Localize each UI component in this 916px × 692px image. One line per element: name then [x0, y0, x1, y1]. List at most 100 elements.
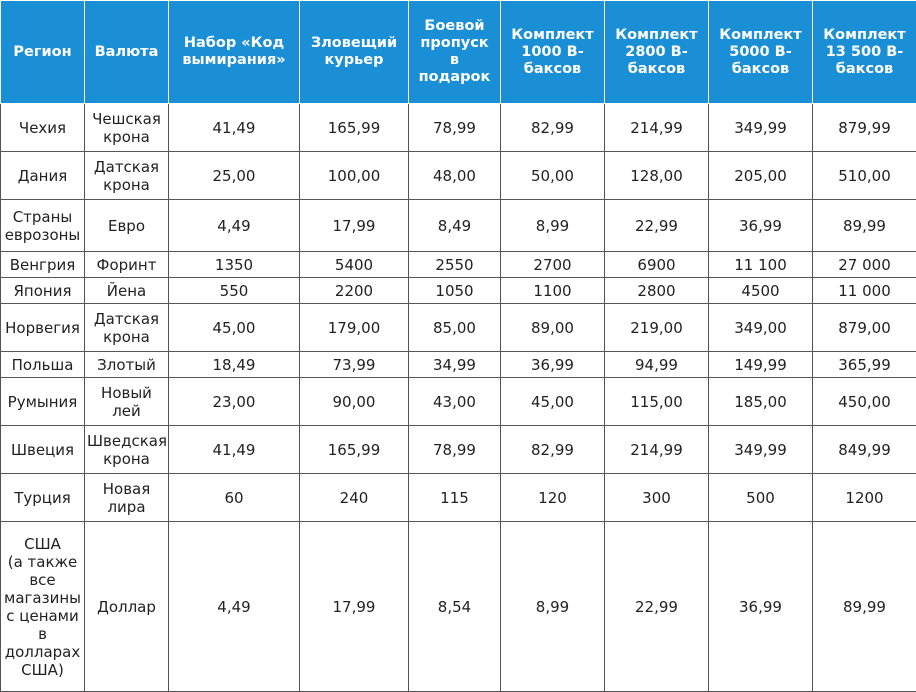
currency-cell: Новая лира: [84, 473, 169, 522]
column-header: Комплект 13 500 В- баксов: [812, 0, 916, 104]
table-row: Швеция Шведская крона 41,49 165,99 78,99 82,9…: [0, 425, 916, 474]
price-cell: 2200: [299, 277, 409, 304]
price-cell: 179,00: [299, 303, 409, 352]
column-header: Регион: [0, 0, 85, 104]
table-row: Норвегия Датская крона 45,00 179,00 85,00 89,…: [0, 303, 916, 352]
currency-cell: Новый лей: [84, 377, 169, 426]
price-cell: 2550: [408, 251, 501, 278]
price-cell: 50,00: [500, 151, 605, 200]
region-cell: Швеция: [0, 425, 85, 474]
price-cell: 349,99: [708, 425, 813, 474]
price-cell: 36,99: [708, 199, 813, 252]
table-row: США (а также все магазины с ценами в дол…: [0, 521, 916, 692]
table-row: Польша Злотый 18,49 73,99 34,99 36,99 94,99 149…: [0, 351, 916, 378]
price-cell: 89,99: [812, 521, 916, 692]
price-cell: 205,00: [708, 151, 813, 200]
price-cell: 4,49: [168, 521, 300, 692]
price-cell: 25,00: [168, 151, 300, 200]
price-cell: 1350: [168, 251, 300, 278]
price-cell: 149,99: [708, 351, 813, 378]
price-cell: 349,99: [708, 103, 813, 152]
table-row: Венгрия Форинт 1350 5400 2550 2700 6900 11 100 2…: [0, 251, 916, 278]
price-cell: 300: [604, 473, 709, 522]
price-cell: 36,99: [500, 351, 605, 378]
table-row: Япония Йена 550 2200 1050 1100 2800 4500 11 000: [0, 277, 916, 304]
price-cell: 27 000: [812, 251, 916, 278]
price-cell: 22,99: [604, 521, 709, 692]
price-cell: 8,54: [408, 521, 501, 692]
price-cell: 90,00: [299, 377, 409, 426]
price-cell: 34,99: [408, 351, 501, 378]
price-cell: 48,00: [408, 151, 501, 200]
currency-cell: Датская крона: [84, 303, 169, 352]
price-cell: 510,00: [812, 151, 916, 200]
price-cell: 8,99: [500, 199, 605, 252]
price-cell: 85,00: [408, 303, 501, 352]
price-cell: 128,00: [604, 151, 709, 200]
price-cell: 879,00: [812, 303, 916, 352]
price-cell: 500: [708, 473, 813, 522]
region-cell: Турция: [0, 473, 85, 522]
price-cell: 41,49: [168, 425, 300, 474]
currency-cell: Датская крона: [84, 151, 169, 200]
region-cell: Польша: [0, 351, 85, 378]
price-cell: 8,99: [500, 521, 605, 692]
region-cell: Страны еврозоны: [0, 199, 85, 252]
price-cell: 8,49: [408, 199, 501, 252]
table-row: Страны еврозоны Евро 4,49 17,99 8,49 8,99 22,9…: [0, 199, 916, 252]
price-cell: 17,99: [299, 521, 409, 692]
table-row: Чехия Чешская крона 41,49 165,99 78,99 82,99 2…: [0, 103, 916, 152]
price-cell: 1200: [812, 473, 916, 522]
price-cell: 450,00: [812, 377, 916, 426]
price-cell: 1100: [500, 277, 605, 304]
region-cell: Япония: [0, 277, 85, 304]
price-cell: 165,99: [299, 103, 409, 152]
price-cell: 82,99: [500, 103, 605, 152]
price-cell: 100,00: [299, 151, 409, 200]
region-cell: Венгрия: [0, 251, 85, 278]
price-cell: 214,99: [604, 103, 709, 152]
region-cell: Норвегия: [0, 303, 85, 352]
currency-cell: Йена: [84, 277, 169, 304]
region-cell: Дания: [0, 151, 85, 200]
price-cell: 115: [408, 473, 501, 522]
price-cell: 17,99: [299, 199, 409, 252]
currency-cell: Форинт: [84, 251, 169, 278]
region-cell: Румыния: [0, 377, 85, 426]
currency-cell: Доллар: [84, 521, 169, 692]
price-cell: 6900: [604, 251, 709, 278]
price-cell: 5400: [299, 251, 409, 278]
price-cell: 89,00: [500, 303, 605, 352]
currency-cell: Чешская крона: [84, 103, 169, 152]
currency-cell: Евро: [84, 199, 169, 252]
price-cell: 120: [500, 473, 605, 522]
table-header: Регион Валюта Набор «Код вымирания» Зловещи…: [0, 0, 916, 104]
currency-cell: Злотый: [84, 351, 169, 378]
price-cell: 22,99: [604, 199, 709, 252]
price-cell: 185,00: [708, 377, 813, 426]
table-row: Дания Датская крона 25,00 100,00 48,00 50,00 1…: [0, 151, 916, 200]
price-cell: 214,99: [604, 425, 709, 474]
price-cell: 4,49: [168, 199, 300, 252]
price-cell: 349,00: [708, 303, 813, 352]
currency-cell: Шведская крона: [84, 425, 169, 474]
column-header: Комплект 5000 В- баксов: [708, 0, 813, 104]
column-header: Набор «Код вымирания»: [168, 0, 300, 104]
table-row: Турция Новая лира 60 240 115 120 300 500 1200: [0, 473, 916, 522]
price-cell: 4500: [708, 277, 813, 304]
price-cell: 43,00: [408, 377, 501, 426]
price-cell: 82,99: [500, 425, 605, 474]
column-header: Зловещий курьер: [299, 0, 409, 104]
price-cell: 11 100: [708, 251, 813, 278]
price-cell: 365,99: [812, 351, 916, 378]
price-cell: 11 000: [812, 277, 916, 304]
price-cell: 36,99: [708, 521, 813, 692]
price-cell: 115,00: [604, 377, 709, 426]
price-cell: 18,49: [168, 351, 300, 378]
price-cell: 94,99: [604, 351, 709, 378]
price-cell: 41,49: [168, 103, 300, 152]
price-cell: 45,00: [500, 377, 605, 426]
column-header: Комплект 1000 В- баксов: [500, 0, 605, 104]
column-header: Валюта: [84, 0, 169, 104]
